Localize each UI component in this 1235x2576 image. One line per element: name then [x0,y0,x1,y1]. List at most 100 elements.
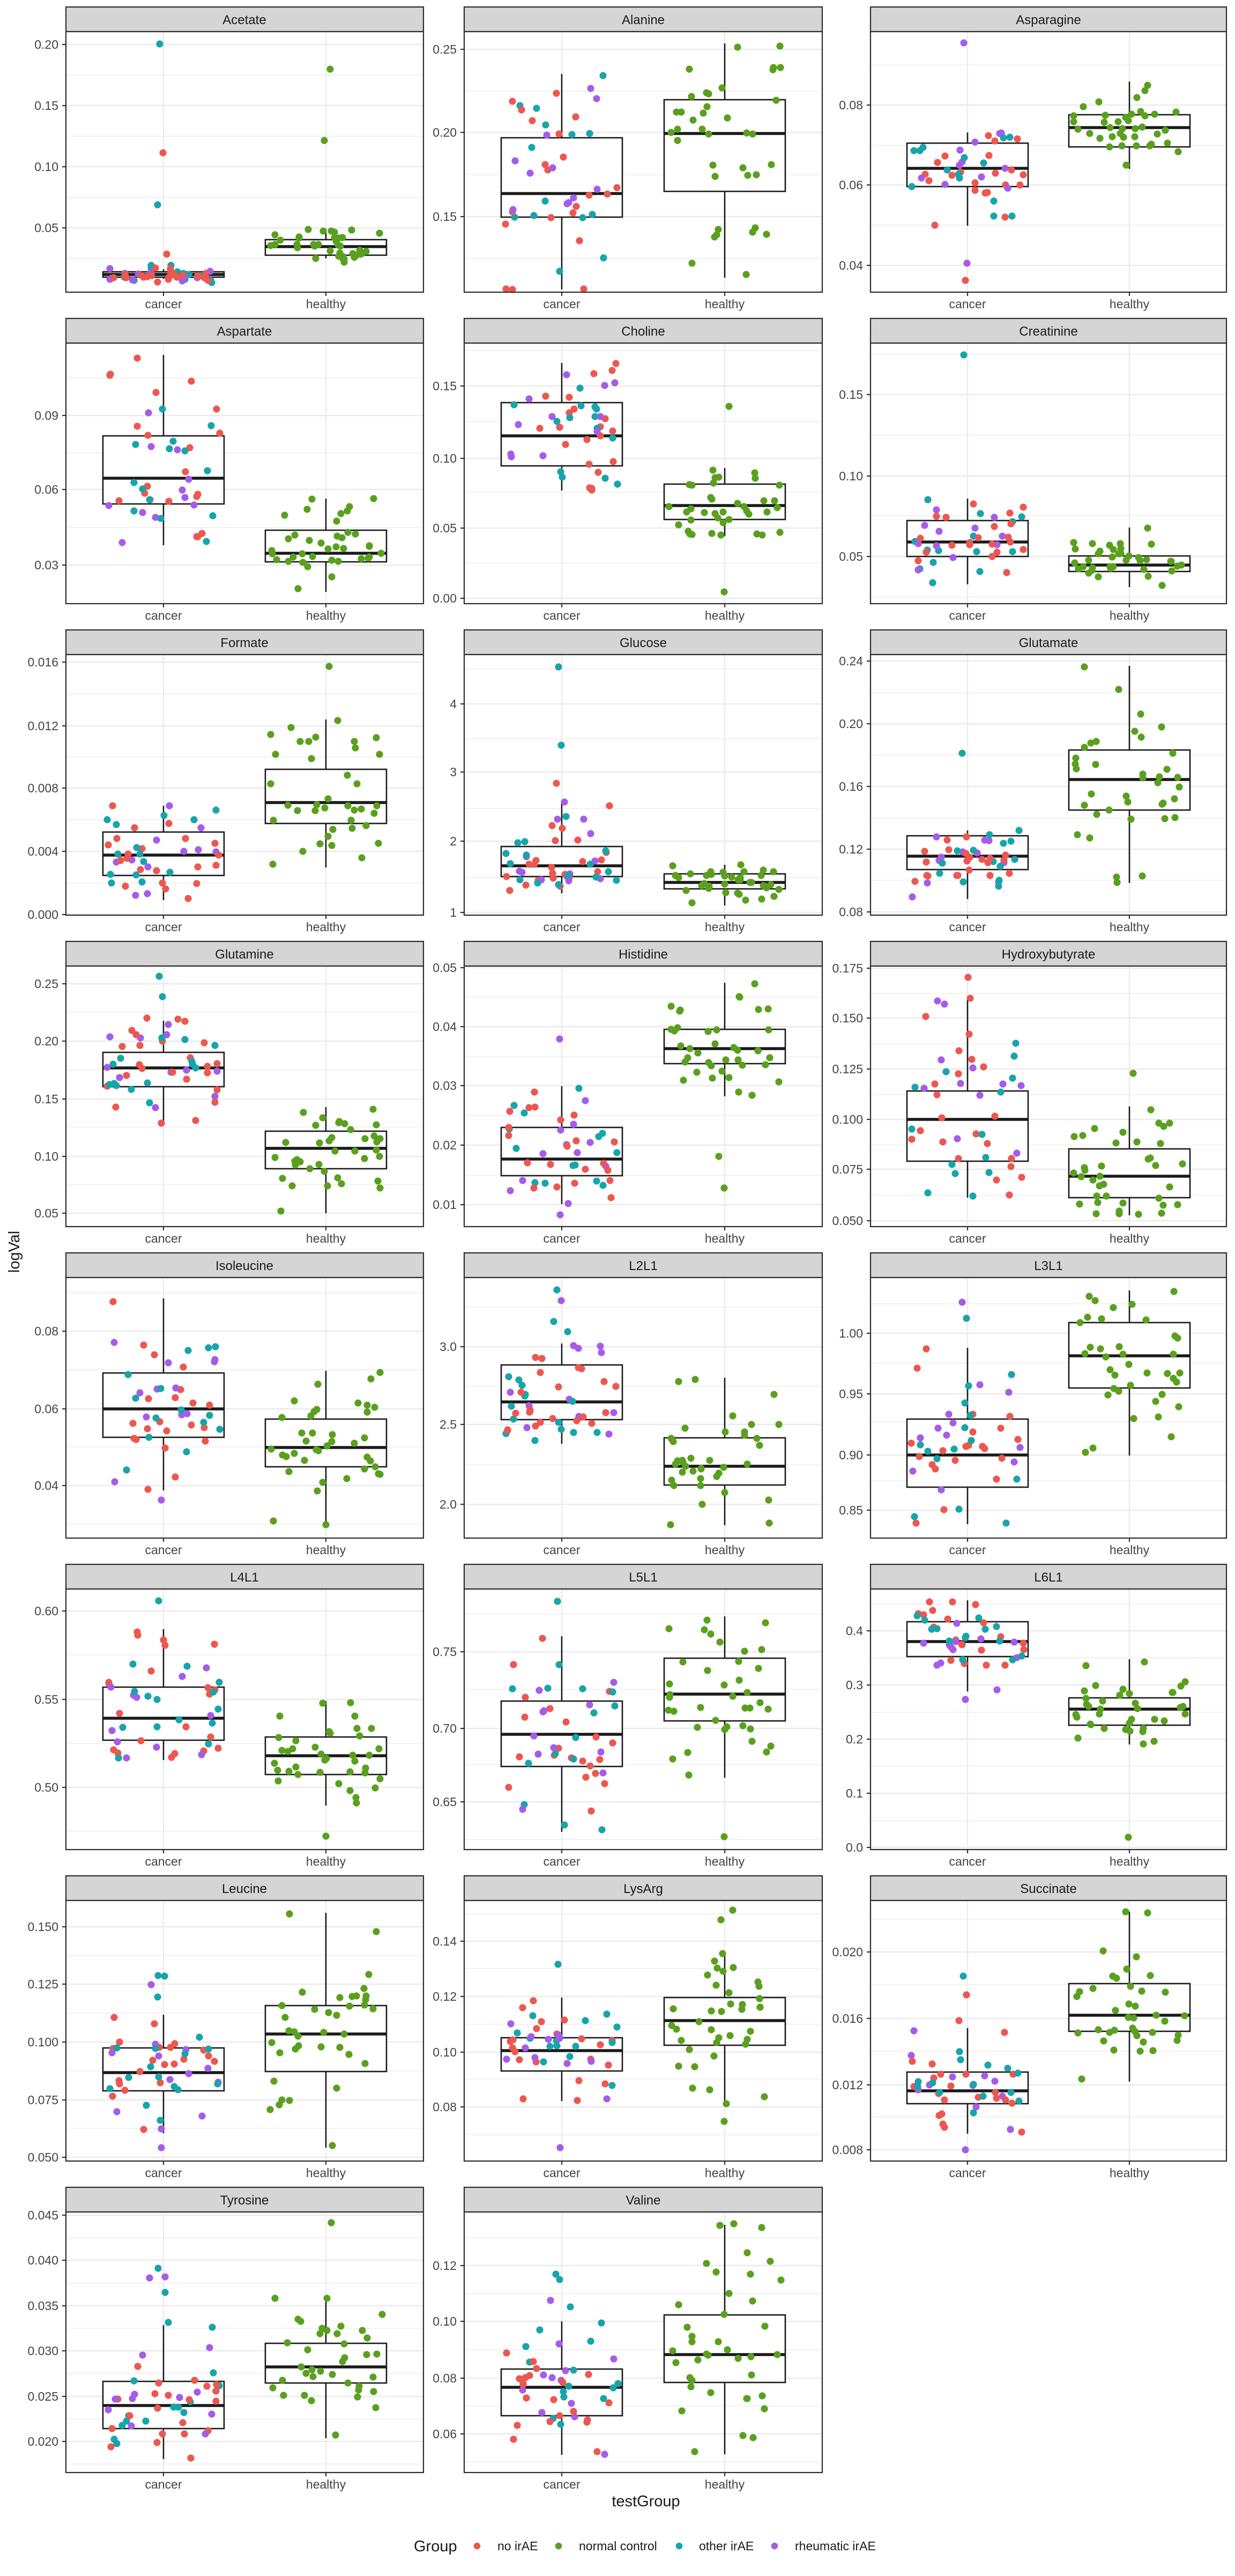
svg-text:healthy: healthy [1110,1231,1150,1245]
svg-text:logVal: logVal [6,1231,23,1273]
svg-text:healthy: healthy [1110,1543,1150,1557]
svg-text:0.15: 0.15 [433,379,457,393]
svg-text:0.050: 0.050 [27,2150,58,2164]
svg-text:0.12: 0.12 [433,2259,457,2273]
svg-text:0.05: 0.05 [839,550,863,563]
svg-text:0.06: 0.06 [34,482,58,496]
svg-text:healthy: healthy [705,2166,745,2180]
svg-text:0.50: 0.50 [34,1780,58,1794]
svg-text:0.20: 0.20 [34,38,58,51]
svg-text:3: 3 [450,765,457,779]
svg-text:healthy: healthy [1110,297,1150,311]
svg-text:0.0: 0.0 [846,1840,863,1854]
svg-text:0.08: 0.08 [839,905,863,919]
svg-text:0.020: 0.020 [832,1945,863,1959]
svg-text:0.008: 0.008 [27,781,58,795]
svg-text:0.175: 0.175 [832,961,863,975]
svg-text:0.08: 0.08 [839,98,863,112]
svg-text:healthy: healthy [705,920,745,934]
svg-text:0.65: 0.65 [433,1795,457,1809]
svg-text:other irAE: other irAE [699,2539,754,2553]
svg-text:cancer: cancer [543,1543,580,1557]
svg-text:0.012: 0.012 [27,719,58,733]
svg-text:testGroup: testGroup [612,2493,680,2510]
svg-text:0.016: 0.016 [832,2011,863,2025]
svg-text:0.20: 0.20 [34,1034,58,1048]
svg-text:Succinate: Succinate [1020,1882,1076,1896]
svg-text:Glucose: Glucose [620,636,667,650]
svg-text:L3L1: L3L1 [1034,1259,1062,1273]
svg-text:0.75: 0.75 [433,1645,457,1659]
svg-text:cancer: cancer [543,920,580,934]
svg-text:healthy: healthy [705,1543,745,1557]
svg-text:cancer: cancer [145,2166,182,2180]
svg-text:0.85: 0.85 [839,1503,863,1517]
svg-text:0.95: 0.95 [839,1387,863,1401]
svg-text:0.10: 0.10 [839,469,863,483]
svg-text:3.0: 3.0 [440,1340,457,1354]
svg-text:cancer: cancer [949,920,986,934]
svg-text:0.125: 0.125 [27,1977,58,1991]
svg-text:0.90: 0.90 [839,1448,863,1462]
svg-text:Acetate: Acetate [222,13,266,27]
svg-text:cancer: cancer [145,297,182,311]
svg-text:0.08: 0.08 [433,2100,457,2114]
svg-text:0.12: 0.12 [433,1989,457,2003]
svg-text:L6L1: L6L1 [1034,1570,1062,1585]
svg-text:0.10: 0.10 [34,160,58,174]
svg-text:healthy: healthy [306,1231,346,1245]
svg-text:0.05: 0.05 [34,221,58,235]
svg-text:0.150: 0.150 [832,1011,863,1025]
svg-text:0.10: 0.10 [433,2045,457,2059]
svg-text:healthy: healthy [705,297,745,311]
svg-text:Choline: Choline [621,324,665,339]
svg-text:0.10: 0.10 [433,451,457,465]
svg-text:0.03: 0.03 [34,558,58,572]
svg-text:0.05: 0.05 [433,961,457,975]
svg-text:0.030: 0.030 [27,2344,58,2358]
svg-text:0.05: 0.05 [34,1206,58,1220]
svg-text:cancer: cancer [543,2166,580,2180]
svg-text:0.012: 0.012 [832,2078,863,2092]
svg-text:0.12: 0.12 [839,842,863,856]
svg-text:0.15: 0.15 [839,388,863,402]
svg-text:0.008: 0.008 [832,2143,863,2157]
svg-text:2: 2 [450,834,457,848]
svg-text:cancer: cancer [543,608,580,622]
svg-text:cancer: cancer [145,1231,182,1245]
svg-text:0.09: 0.09 [34,409,58,422]
svg-text:0.016: 0.016 [27,655,58,669]
svg-text:healthy: healthy [306,2477,346,2491]
svg-text:healthy: healthy [306,608,346,622]
svg-text:Valine: Valine [626,2193,661,2208]
svg-text:0.02: 0.02 [433,1138,457,1152]
svg-text:cancer: cancer [145,1854,182,1868]
svg-text:Tyrosine: Tyrosine [220,2193,269,2208]
svg-text:cancer: cancer [949,2166,986,2180]
svg-text:2.0: 2.0 [440,1497,457,1511]
svg-text:healthy: healthy [705,1231,745,1245]
svg-text:cancer: cancer [543,1854,580,1868]
svg-text:healthy: healthy [1110,920,1150,934]
svg-text:L2L1: L2L1 [629,1259,657,1273]
svg-text:healthy: healthy [306,1543,346,1557]
svg-text:0.08: 0.08 [433,2371,457,2385]
svg-text:healthy: healthy [306,1854,346,1868]
svg-text:cancer: cancer [949,1543,986,1557]
svg-text:0.04: 0.04 [839,258,863,272]
svg-text:cancer: cancer [949,297,986,311]
svg-text:0.20: 0.20 [433,125,457,139]
svg-text:0.004: 0.004 [27,844,58,858]
svg-text:Hydroxybutyrate: Hydroxybutyrate [1002,947,1096,962]
svg-text:healthy: healthy [705,608,745,622]
svg-text:L4L1: L4L1 [230,1570,258,1585]
svg-text:0.150: 0.150 [27,1920,58,1934]
svg-text:1: 1 [450,905,457,919]
svg-text:0.4: 0.4 [846,1624,863,1638]
svg-text:healthy: healthy [705,2477,745,2491]
svg-text:0.06: 0.06 [34,1402,58,1416]
svg-text:cancer: cancer [949,1854,986,1868]
svg-text:0.100: 0.100 [832,1112,863,1126]
svg-text:healthy: healthy [1110,1854,1150,1868]
svg-text:0.16: 0.16 [839,780,863,793]
